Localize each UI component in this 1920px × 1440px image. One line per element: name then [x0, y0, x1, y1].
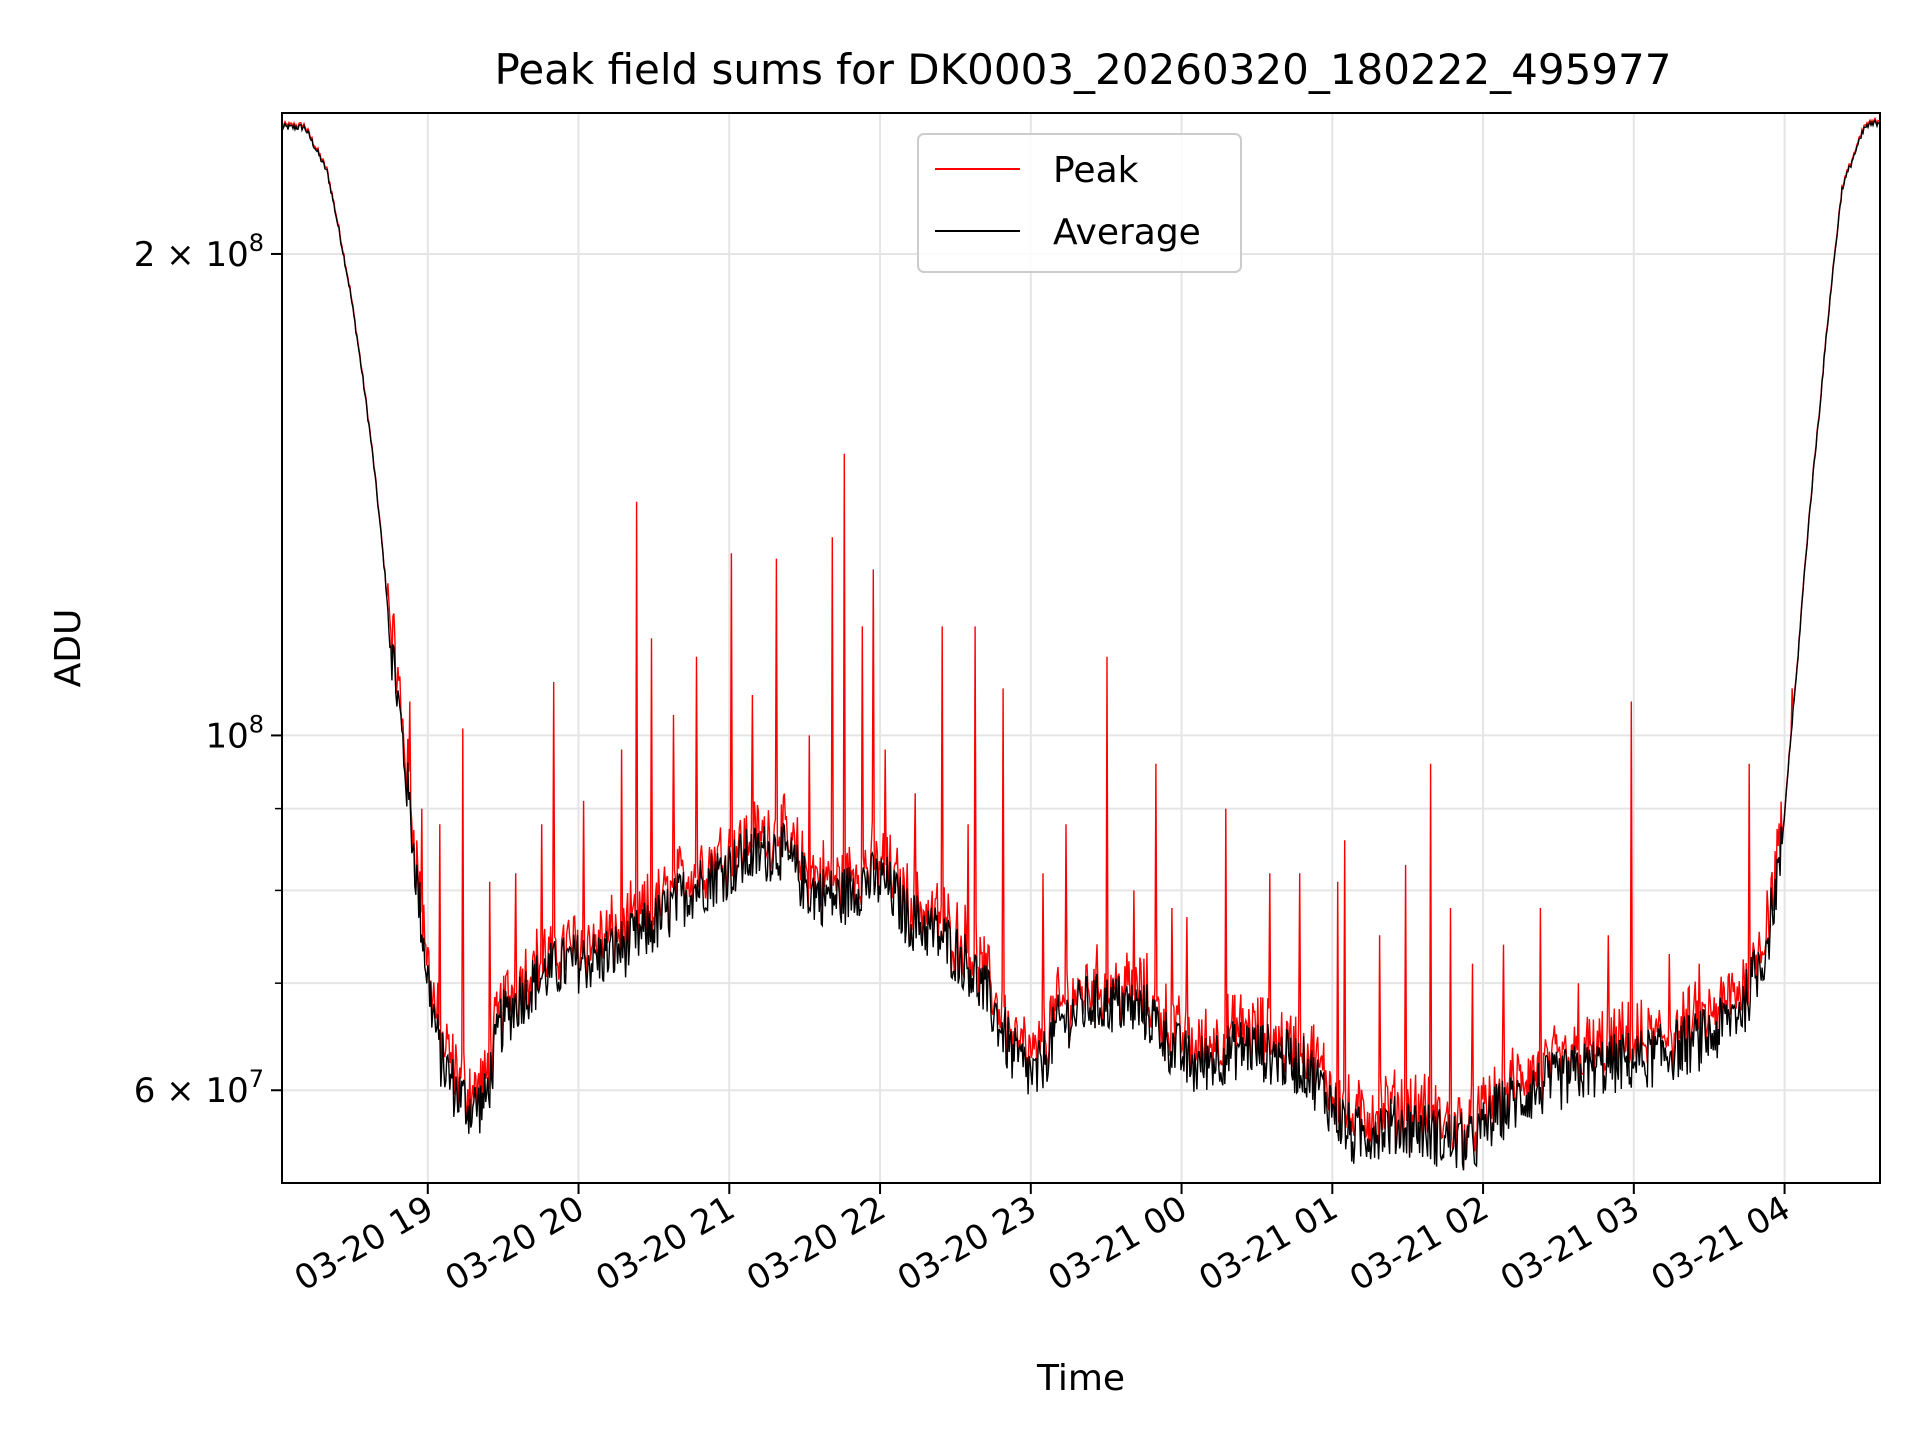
- x-axis-label: Time: [1036, 1358, 1125, 1399]
- legend: Peak Average: [917, 133, 1242, 273]
- y-tick-label: 108: [205, 710, 264, 756]
- series-layer: [281, 116, 1881, 1171]
- chart-title: Peak field sums for DK0003_20260320_1802…: [494, 45, 1671, 94]
- legend-label-peak: Peak: [1053, 150, 1139, 191]
- y-tick-label: 2 × 108: [134, 229, 264, 275]
- y-axis-ticks: 2 × 108 108 6 × 107: [134, 229, 282, 1111]
- legend-label-average: Average: [1053, 212, 1201, 253]
- plot-area-frame: [281, 112, 1881, 1184]
- y-axis-label: ADU: [48, 609, 89, 688]
- y-tick-label: 6 × 107: [134, 1065, 264, 1111]
- series-line-average: [281, 118, 1881, 1171]
